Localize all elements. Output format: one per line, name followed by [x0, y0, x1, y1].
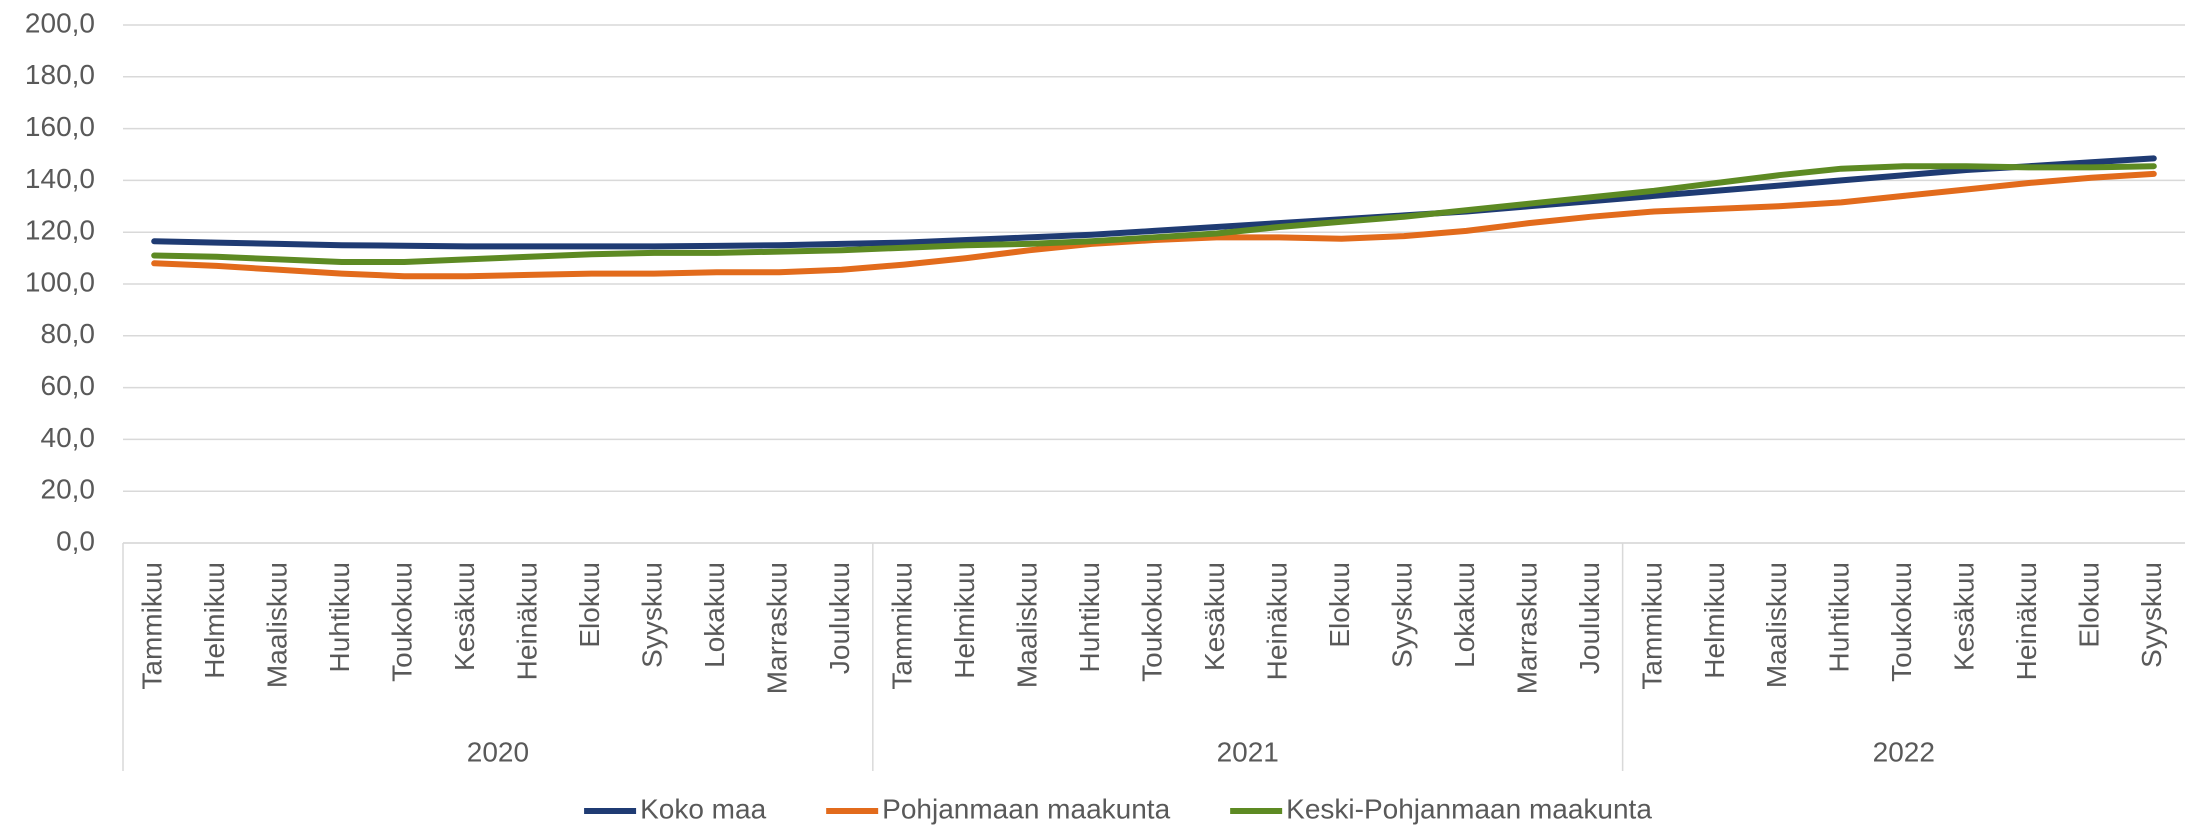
x-tick-label: Joulukuu: [1574, 562, 1605, 674]
y-tick-label: 40,0: [41, 422, 96, 453]
legend-item: Koko maa: [584, 793, 767, 824]
x-tick-label: Toukokuu: [387, 562, 418, 682]
legend-item: Pohjanmaan maakunta: [826, 793, 1171, 824]
x-tick-label: Toukokuu: [1886, 562, 1917, 682]
line-series: [151, 163, 2157, 265]
x-tick-label: Kesäkuu: [1199, 562, 1230, 671]
legend-item: Keski-Pohjanmaan maakunta: [1230, 793, 1652, 824]
legend-label: Koko maa: [640, 793, 766, 824]
y-tick-label: 80,0: [41, 318, 96, 349]
x-tick-label: Helmikuu: [1699, 562, 1730, 679]
legend-label: Keski-Pohjanmaan maakunta: [1286, 793, 1652, 824]
x-tick-label: Marraskuu: [761, 562, 792, 694]
x-tick-label: Heinäkuu: [1261, 562, 1292, 680]
x-tick-label: Tammikuu: [886, 562, 917, 690]
x-tick-label: Helmikuu: [949, 562, 980, 679]
x-tick-label: Maaliskuu: [262, 562, 293, 688]
x-tick-label: Huhtikuu: [1074, 562, 1105, 673]
y-tick-label: 20,0: [41, 474, 96, 505]
x-tick-label: Marraskuu: [1511, 562, 1542, 694]
y-tick-label: 160,0: [25, 111, 95, 142]
x-tick-label: Lokakuu: [699, 562, 730, 668]
x-tick-label: Toukokuu: [1136, 562, 1167, 682]
x-tick-label: Elokuu: [2074, 562, 2105, 648]
x-tick-label: Kesäkuu: [449, 562, 480, 671]
x-tick-label: Joulukuu: [824, 562, 855, 674]
x-tick-label: Elokuu: [1324, 562, 1355, 648]
y-tick-label: 100,0: [25, 266, 95, 297]
x-tick-label: Tammikuu: [1636, 562, 1667, 690]
x-tick-label: Heinäkuu: [2011, 562, 2042, 680]
x-tick-label: Huhtikuu: [324, 562, 355, 673]
x-group-label: 2022: [1873, 736, 1935, 767]
x-tick-label: Maaliskuu: [1011, 562, 1042, 688]
x-group-label: 2021: [1217, 736, 1279, 767]
y-tick-label: 200,0: [25, 7, 95, 38]
y-tick-label: 60,0: [41, 370, 96, 401]
x-tick-label: Helmikuu: [199, 562, 230, 679]
y-tick-label: 180,0: [25, 59, 95, 90]
y-tick-label: 120,0: [25, 215, 95, 246]
x-tick-label: Heinäkuu: [512, 562, 543, 680]
x-tick-label: Maaliskuu: [1761, 562, 1792, 688]
y-tick-label: 140,0: [25, 163, 95, 194]
x-tick-label: Kesäkuu: [1949, 562, 1980, 671]
x-tick-label: Syyskuu: [637, 562, 668, 668]
x-tick-label: Syyskuu: [2136, 562, 2167, 668]
x-tick-label: Huhtikuu: [1824, 562, 1855, 673]
x-tick-label: Elokuu: [574, 562, 605, 648]
y-tick-label: 0,0: [56, 525, 95, 556]
line-series: [151, 155, 2157, 250]
x-tick-label: Tammikuu: [137, 562, 168, 690]
x-tick-label: Lokakuu: [1449, 562, 1480, 668]
x-group-label: 2020: [467, 736, 529, 767]
x-tick-label: Syyskuu: [1386, 562, 1417, 668]
legend-label: Pohjanmaan maakunta: [882, 793, 1170, 824]
